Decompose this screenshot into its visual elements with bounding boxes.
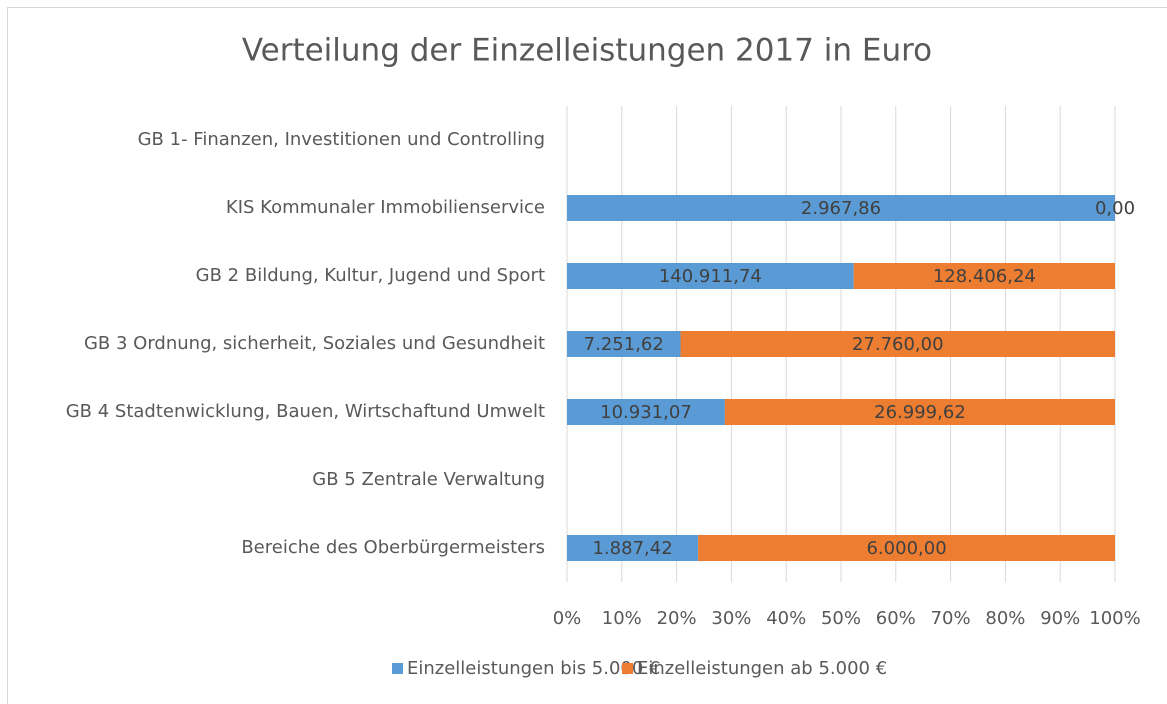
x-tick-label: 70% [931, 608, 971, 629]
data-label: 10.931,07 [600, 402, 692, 423]
data-label: 140.911,74 [659, 266, 762, 287]
y-tick-label: GB 4 Stadtenwicklung, Bauen, Wirtschaftu… [66, 401, 545, 422]
bar-segment [698, 535, 1115, 561]
x-tick-label: 0% [553, 608, 582, 629]
x-tick-label: 30% [711, 608, 751, 629]
data-label: 6.000,00 [866, 538, 946, 559]
bar-segment [567, 331, 681, 357]
legend-label: Einzelleistungen ab 5.000 € [637, 658, 887, 679]
bar-segment [567, 263, 854, 289]
x-tick-label: 20% [657, 608, 697, 629]
legend-swatch [392, 663, 403, 674]
chart-border [7, 7, 1167, 704]
legend-label: Einzelleistungen bis 5.000 € [407, 658, 661, 679]
bar-segment [567, 399, 725, 425]
data-label: 26.999,62 [874, 402, 966, 423]
bar-segment [567, 535, 699, 561]
y-tick-label: GB 1- Finanzen, Investitionen und Contro… [138, 129, 545, 150]
legend-swatch [622, 663, 633, 674]
y-tick-label: Bereiche des Oberbürgermeisters [241, 537, 545, 558]
data-label: 2.967,86 [801, 198, 881, 219]
data-label: 7.251,62 [584, 334, 664, 355]
x-tick-label: 10% [602, 608, 642, 629]
chart-title: Verteilung der Einzelleistungen 2017 in … [242, 33, 932, 69]
x-tick-label: 40% [766, 608, 806, 629]
x-tick-label: 100% [1089, 608, 1140, 629]
y-tick-label: GB 2 Bildung, Kultur, Jugend und Sport [196, 265, 545, 286]
data-label: 1.887,42 [592, 538, 672, 559]
bar-segment [680, 331, 1115, 357]
x-tick-label: 60% [876, 608, 916, 629]
bar-segment [567, 195, 1115, 221]
bar-segment [724, 399, 1115, 425]
x-tick-label: 90% [1040, 608, 1080, 629]
x-tick-label: 80% [985, 608, 1025, 629]
data-label: 27.760,00 [852, 334, 944, 355]
y-tick-label: GB 3 Ordnung, sicherheit, Soziales und G… [84, 333, 545, 354]
data-label: 128.406,24 [933, 266, 1036, 287]
y-tick-label: GB 5 Zentrale Verwaltung [312, 469, 545, 490]
bar-segment [853, 263, 1115, 289]
x-tick-label: 50% [821, 608, 861, 629]
y-tick-label: KIS Kommunaler Immobilienservice [226, 197, 545, 218]
data-label: 0,00 [1095, 198, 1135, 219]
